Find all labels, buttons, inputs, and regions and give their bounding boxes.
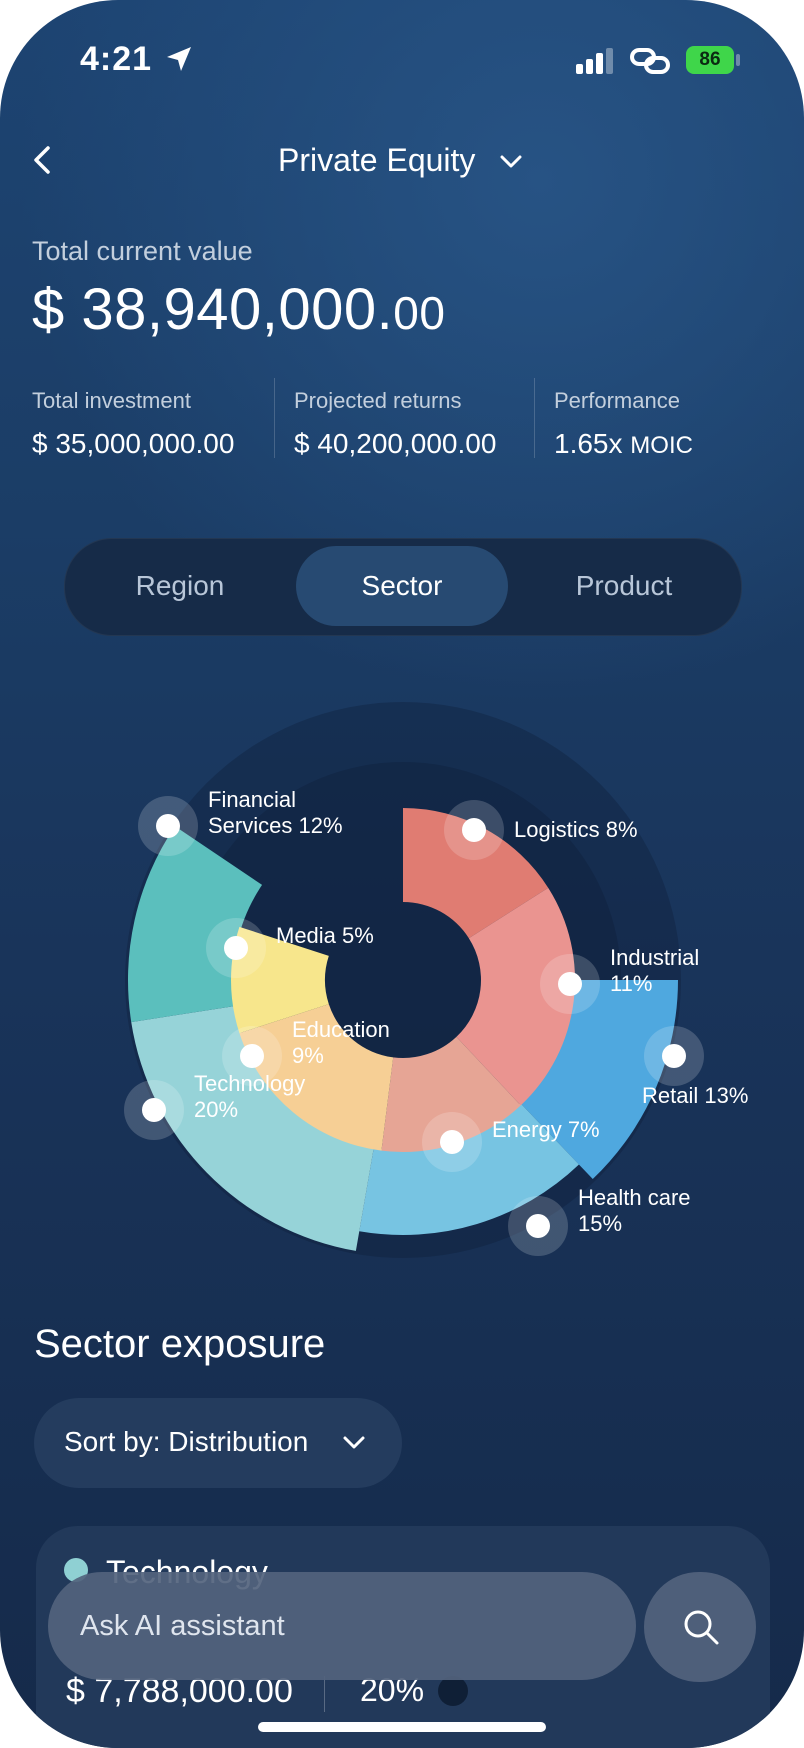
slice-health-care[interactable] xyxy=(359,1103,579,1235)
label-dot[interactable] xyxy=(526,1214,550,1238)
search-icon[interactable] xyxy=(682,1608,720,1646)
stat-label: Projected returns xyxy=(294,388,462,413)
tab-region[interactable]: Region xyxy=(135,570,225,601)
chart-label-line: Education xyxy=(292,1017,390,1042)
chart-label-line: 9% xyxy=(292,1043,324,1068)
chart-label-industrial: Industrial 11% xyxy=(610,945,699,997)
stat-performance: Performance 1.65x MOIC xyxy=(554,388,693,460)
stat-value-unit: MOIC xyxy=(630,432,693,459)
stat-value-text: $ 40,200,000.00 xyxy=(294,428,497,459)
home-indicator xyxy=(258,1722,546,1732)
label-dot[interactable] xyxy=(240,1044,264,1068)
chart-label-line: Logistics 8% xyxy=(514,817,638,842)
chart-label-line: 20% xyxy=(194,1097,239,1122)
chevron-down-icon[interactable] xyxy=(340,1430,368,1454)
label-dot[interactable] xyxy=(142,1098,166,1122)
label-dot[interactable] xyxy=(224,936,248,960)
stat-divider xyxy=(534,378,535,458)
stat-projected-returns: Projected returns $ 40,200,000.00 xyxy=(294,388,496,460)
chart-label-line: Industrial xyxy=(610,945,700,970)
ask-ai-placeholder[interactable]: Ask AI assistant xyxy=(80,1610,285,1642)
chart-label-line: Financial xyxy=(208,787,297,812)
total-value-label: Total current value xyxy=(32,236,253,266)
stat-value-text: $ 35,000,000.00 xyxy=(32,428,235,459)
battery-cap xyxy=(736,54,740,66)
chart-label-line: Services 12% xyxy=(208,813,343,838)
chart-label-line: Health care xyxy=(578,1185,691,1210)
battery-indicator: 86 xyxy=(686,46,734,74)
stat-label: Total investment xyxy=(32,388,191,413)
ask-ai-input[interactable] xyxy=(48,1572,636,1680)
tab-sector[interactable]: Sector xyxy=(361,570,443,601)
label-dot[interactable] xyxy=(440,1130,464,1154)
link-icon xyxy=(630,48,670,74)
location-arrow-icon xyxy=(167,47,191,71)
label-dot[interactable] xyxy=(156,814,180,838)
stat-value: $ 40,200,000.00 xyxy=(294,428,496,460)
chart-label-financial-services: Financial Services 12% xyxy=(208,787,343,839)
label-dot[interactable] xyxy=(558,972,582,996)
tab-active-indicator xyxy=(296,546,508,626)
inner-ring xyxy=(231,808,575,1152)
stat-label: Performance xyxy=(554,388,680,413)
chart-label-technology: Technology 20% xyxy=(194,1071,305,1123)
chart-label-energy: Energy 7% xyxy=(492,1117,600,1143)
chart-label-line: Retail 13% xyxy=(642,1083,749,1108)
slice-retail[interactable] xyxy=(520,980,678,1180)
back-chevron-icon[interactable] xyxy=(28,142,58,178)
chart-label-line: Energy 7% xyxy=(492,1117,600,1142)
chart-label-line: Technology xyxy=(194,1071,306,1096)
chevron-down-icon[interactable] xyxy=(498,150,524,172)
label-dot[interactable] xyxy=(662,1044,686,1068)
card-divider xyxy=(324,1676,325,1712)
chart-label-logistics: Logistics 8% xyxy=(514,817,638,843)
chart-label-line: 11% xyxy=(610,971,653,996)
label-dot[interactable] xyxy=(462,818,486,842)
total-value-cents: 00 xyxy=(393,287,446,339)
chart-label-education: Education 9% xyxy=(292,1017,390,1069)
chart-label-health-care: Health care 15% xyxy=(578,1185,691,1237)
slice-energy[interactable] xyxy=(381,1036,521,1152)
sort-label[interactable]: Sort by: Distribution xyxy=(64,1426,309,1457)
search-button[interactable] xyxy=(644,1572,756,1682)
total-value-main: $ 38,940,000. xyxy=(32,277,394,342)
sort-button[interactable] xyxy=(34,1398,402,1488)
stat-value: 1.65x MOIC xyxy=(554,428,693,460)
stat-value: $ 35,000,000.00 xyxy=(32,428,234,460)
sector-donut-chart xyxy=(125,702,681,1258)
slice-financial-services[interactable] xyxy=(128,826,263,1023)
total-value-amount: $ 38,940,000.00 xyxy=(32,276,445,343)
chart-label-line: Media 5% xyxy=(276,923,374,948)
page-title[interactable]: Private Equity xyxy=(278,142,476,178)
outer-ring xyxy=(128,826,678,1251)
tab-product[interactable]: Product xyxy=(575,570,673,601)
slice-logistics[interactable] xyxy=(403,808,549,939)
slice-technology[interactable] xyxy=(131,1006,374,1251)
slice-media[interactable] xyxy=(231,926,329,1034)
stat-divider xyxy=(274,378,275,458)
slice-industrial[interactable] xyxy=(456,887,575,1106)
signal-icon xyxy=(576,48,613,74)
stat-value-text: 1.65x xyxy=(554,428,631,459)
chart-label-media: Media 5% xyxy=(276,923,374,949)
stat-total-investment: Total investment $ 35,000,000.00 xyxy=(32,388,234,460)
chart-label-line: 15% xyxy=(578,1211,623,1236)
slice-education[interactable] xyxy=(239,1004,394,1151)
status-time: 4:21 xyxy=(80,40,153,78)
section-title: Sector exposure xyxy=(34,1322,326,1366)
chart-label-retail: Retail 13% xyxy=(642,1083,748,1109)
mini-ring-icon xyxy=(438,1676,468,1706)
